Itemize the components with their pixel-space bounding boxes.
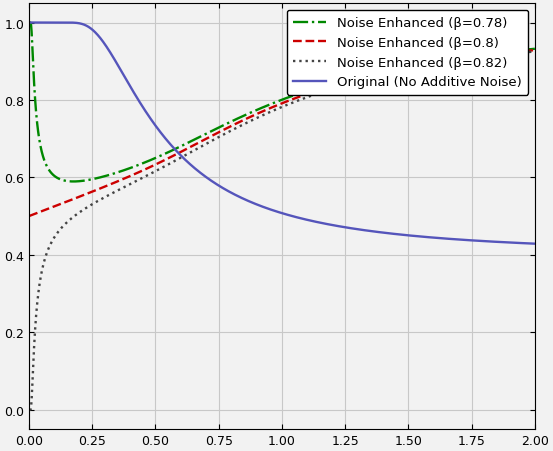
Noise Enhanced (β=0.8) [517,50,524,55]
Noise Enhanced (β=0.82) [258,114,265,119]
Line: Noise Enhanced (β=0.8): Noise Enhanced (β=0.8) [29,51,535,216]
Original (No Additive Noise) [517,241,523,246]
Original (No Additive Noise) [531,241,538,247]
Noise Enhanced (β=0.78) [517,48,524,54]
Noise Enhanced (β=0.78) [26,21,33,26]
Noise Enhanced (β=0.78) [52,175,59,180]
Noise Enhanced (β=0.78) [424,60,431,65]
Original (No Additive Noise) [272,209,279,214]
Noise Enhanced (β=0.8) [517,50,523,55]
Noise Enhanced (β=0.78) [70,179,77,185]
Original (No Additive Noise) [26,21,33,26]
Noise Enhanced (β=0.82) [52,234,59,239]
Original (No Additive Noise) [424,235,431,240]
Line: Original (No Additive Noise): Original (No Additive Noise) [29,23,535,244]
Noise Enhanced (β=0.78) [259,106,265,111]
Line: Noise Enhanced (β=0.82): Noise Enhanced (β=0.82) [29,52,535,410]
Noise Enhanced (β=0.82) [272,108,279,113]
Noise Enhanced (β=0.82) [531,50,538,55]
Noise Enhanced (β=0.78) [531,47,538,52]
Noise Enhanced (β=0.8) [52,204,59,209]
Original (No Additive Noise) [517,241,524,246]
Noise Enhanced (β=0.8) [424,62,431,68]
Original (No Additive Noise) [258,204,265,210]
Line: Noise Enhanced (β=0.78): Noise Enhanced (β=0.78) [29,23,535,182]
Noise Enhanced (β=0.78) [517,48,524,54]
Noise Enhanced (β=0.8) [258,110,265,115]
Noise Enhanced (β=0.8) [272,104,279,110]
Noise Enhanced (β=0.82) [26,407,33,412]
Noise Enhanced (β=0.82) [424,64,431,69]
Noise Enhanced (β=0.8) [26,214,33,219]
Noise Enhanced (β=0.78) [272,100,279,106]
Noise Enhanced (β=0.82) [517,51,523,56]
Noise Enhanced (β=0.82) [517,51,524,56]
Legend: Noise Enhanced (β=0.78), Noise Enhanced (β=0.8), Noise Enhanced (β=0.82), Origin: Noise Enhanced (β=0.78), Noise Enhanced … [287,11,528,96]
Original (No Additive Noise) [52,21,59,26]
Noise Enhanced (β=0.8) [531,48,538,54]
